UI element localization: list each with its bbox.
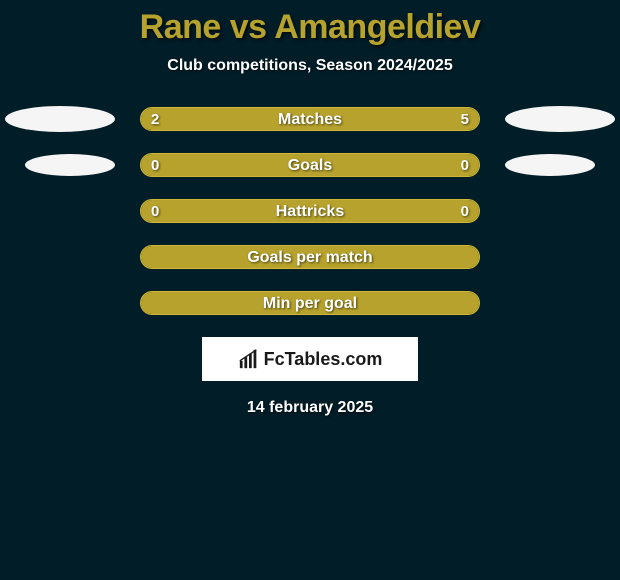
- stat-value-left: 0: [151, 154, 159, 176]
- player-marker-left: [25, 154, 115, 176]
- stat-value-right: 0: [461, 154, 469, 176]
- site-logo: FcTables.com: [238, 348, 383, 370]
- stat-value-right: 5: [461, 108, 469, 130]
- logo-box: FcTables.com: [202, 337, 418, 381]
- stat-row: Goals per match: [0, 245, 620, 269]
- stat-value-left: 2: [151, 108, 159, 130]
- stat-row: 25Matches: [0, 107, 620, 131]
- logo-text-label: FcTables.com: [264, 349, 383, 370]
- bar-fill-left: [141, 200, 479, 222]
- stat-bar: 00Hattricks: [140, 199, 480, 223]
- stat-bar: Min per goal: [140, 291, 480, 315]
- page-title: Rane vs Amangeldiev: [0, 0, 620, 47]
- stat-row: Min per goal: [0, 291, 620, 315]
- stat-bar: Goals per match: [140, 245, 480, 269]
- stat-value-left: 0: [151, 200, 159, 222]
- bar-fill-right: [238, 108, 479, 130]
- player-marker-right: [505, 154, 595, 176]
- stat-row: 00Hattricks: [0, 199, 620, 223]
- comparison-chart: 25Matches00Goals00HattricksGoals per mat…: [0, 107, 620, 315]
- stat-value-right: 0: [461, 200, 469, 222]
- generation-date: 14 february 2025: [0, 399, 620, 417]
- barchart-icon: [238, 348, 260, 370]
- stat-bar: 25Matches: [140, 107, 480, 131]
- player-marker-right: [505, 106, 615, 132]
- stat-bar: 00Goals: [140, 153, 480, 177]
- bar-fill-left: [141, 246, 479, 268]
- bar-fill-left: [141, 154, 479, 176]
- subtitle: Club competitions, Season 2024/2025: [0, 57, 620, 75]
- player-marker-left: [5, 106, 115, 132]
- bar-fill-left: [141, 292, 479, 314]
- stat-row: 00Goals: [0, 153, 620, 177]
